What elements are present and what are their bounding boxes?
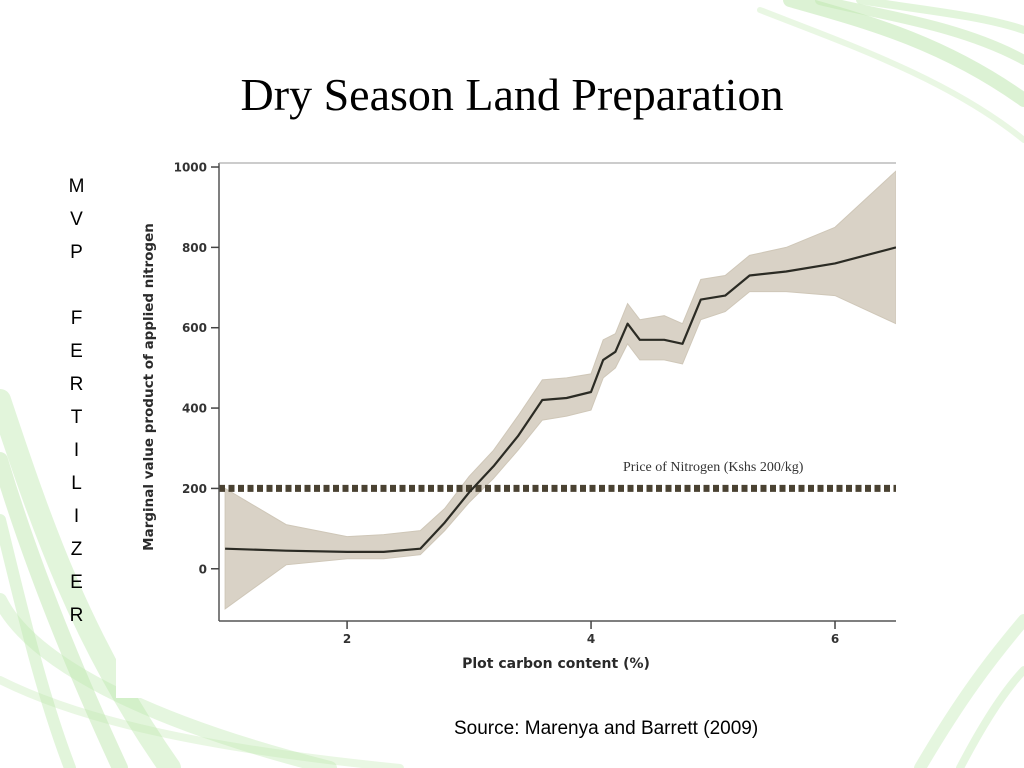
y-tick-label: 600 — [182, 321, 207, 335]
source-citation: Source: Marenya and Barrett (2009) — [454, 718, 759, 739]
x-axis-label: Plot carbon content (%) — [462, 656, 650, 672]
y-tick-label: 400 — [182, 402, 207, 416]
tick-labels-layer: 0 200 400 600 800 1000 2 4 6 — [174, 161, 840, 646]
y-tick-label: 800 — [182, 241, 207, 255]
y-tick-label: 200 — [182, 482, 207, 496]
slide-title: Dry Season Land Preparation — [240, 69, 784, 120]
side-label-mvp-fertilizer: M V P F E R T I L I Z E R — [68, 176, 86, 626]
confidence-band-0 — [224, 170, 896, 610]
x-tick-label: 4 — [587, 632, 595, 646]
y-axis-label: Marginal value product of applied nitrog… — [141, 223, 157, 551]
x-tick-label: 2 — [343, 632, 351, 646]
series-line-layer — [225, 246, 896, 553]
reference-line-label: Price of Nitrogen (Kshs 200/kg) — [623, 460, 804, 475]
axes-layer — [211, 162, 896, 629]
series-line-0 — [225, 246, 896, 553]
y-tick-label: 1000 — [174, 161, 207, 175]
chart-panel: 0 200 400 600 800 1000 2 4 6 Price of Nitrogen (… — [116, 155, 896, 698]
chart-svg: 0 200 400 600 800 1000 2 4 6 Price of Nitrogen (… — [141, 161, 896, 672]
y-tick-label: 0 — [199, 562, 207, 576]
confidence-band-layer — [224, 170, 896, 610]
x-tick-label: 6 — [831, 632, 839, 646]
